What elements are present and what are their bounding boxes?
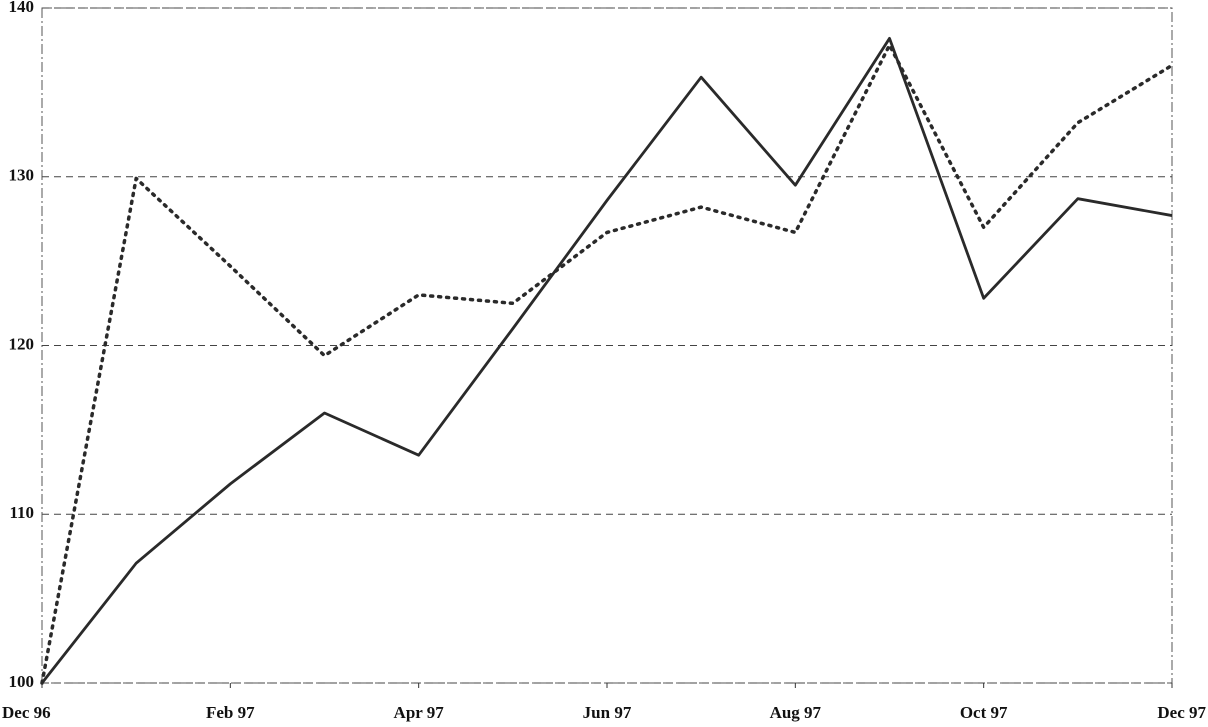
y-tick-label: 100 xyxy=(9,672,35,691)
x-tick-label: Aug 97 xyxy=(770,703,822,722)
x-tick-label: Dec 97 xyxy=(1157,703,1206,722)
y-tick-label: 130 xyxy=(9,166,35,185)
x-tick-label: Apr 97 xyxy=(394,703,445,722)
x-tick-label: Oct 97 xyxy=(960,703,1008,722)
y-tick-label: 110 xyxy=(9,503,34,522)
y-tick-label: 140 xyxy=(9,0,35,16)
y-tick-label: 120 xyxy=(9,334,35,353)
x-tick-label: Jun 97 xyxy=(583,703,632,722)
x-tick-label: Dec 96 xyxy=(2,703,51,722)
series-line xyxy=(40,43,1174,685)
series-line xyxy=(40,36,1173,684)
x-tick-label: Feb 97 xyxy=(206,703,255,722)
